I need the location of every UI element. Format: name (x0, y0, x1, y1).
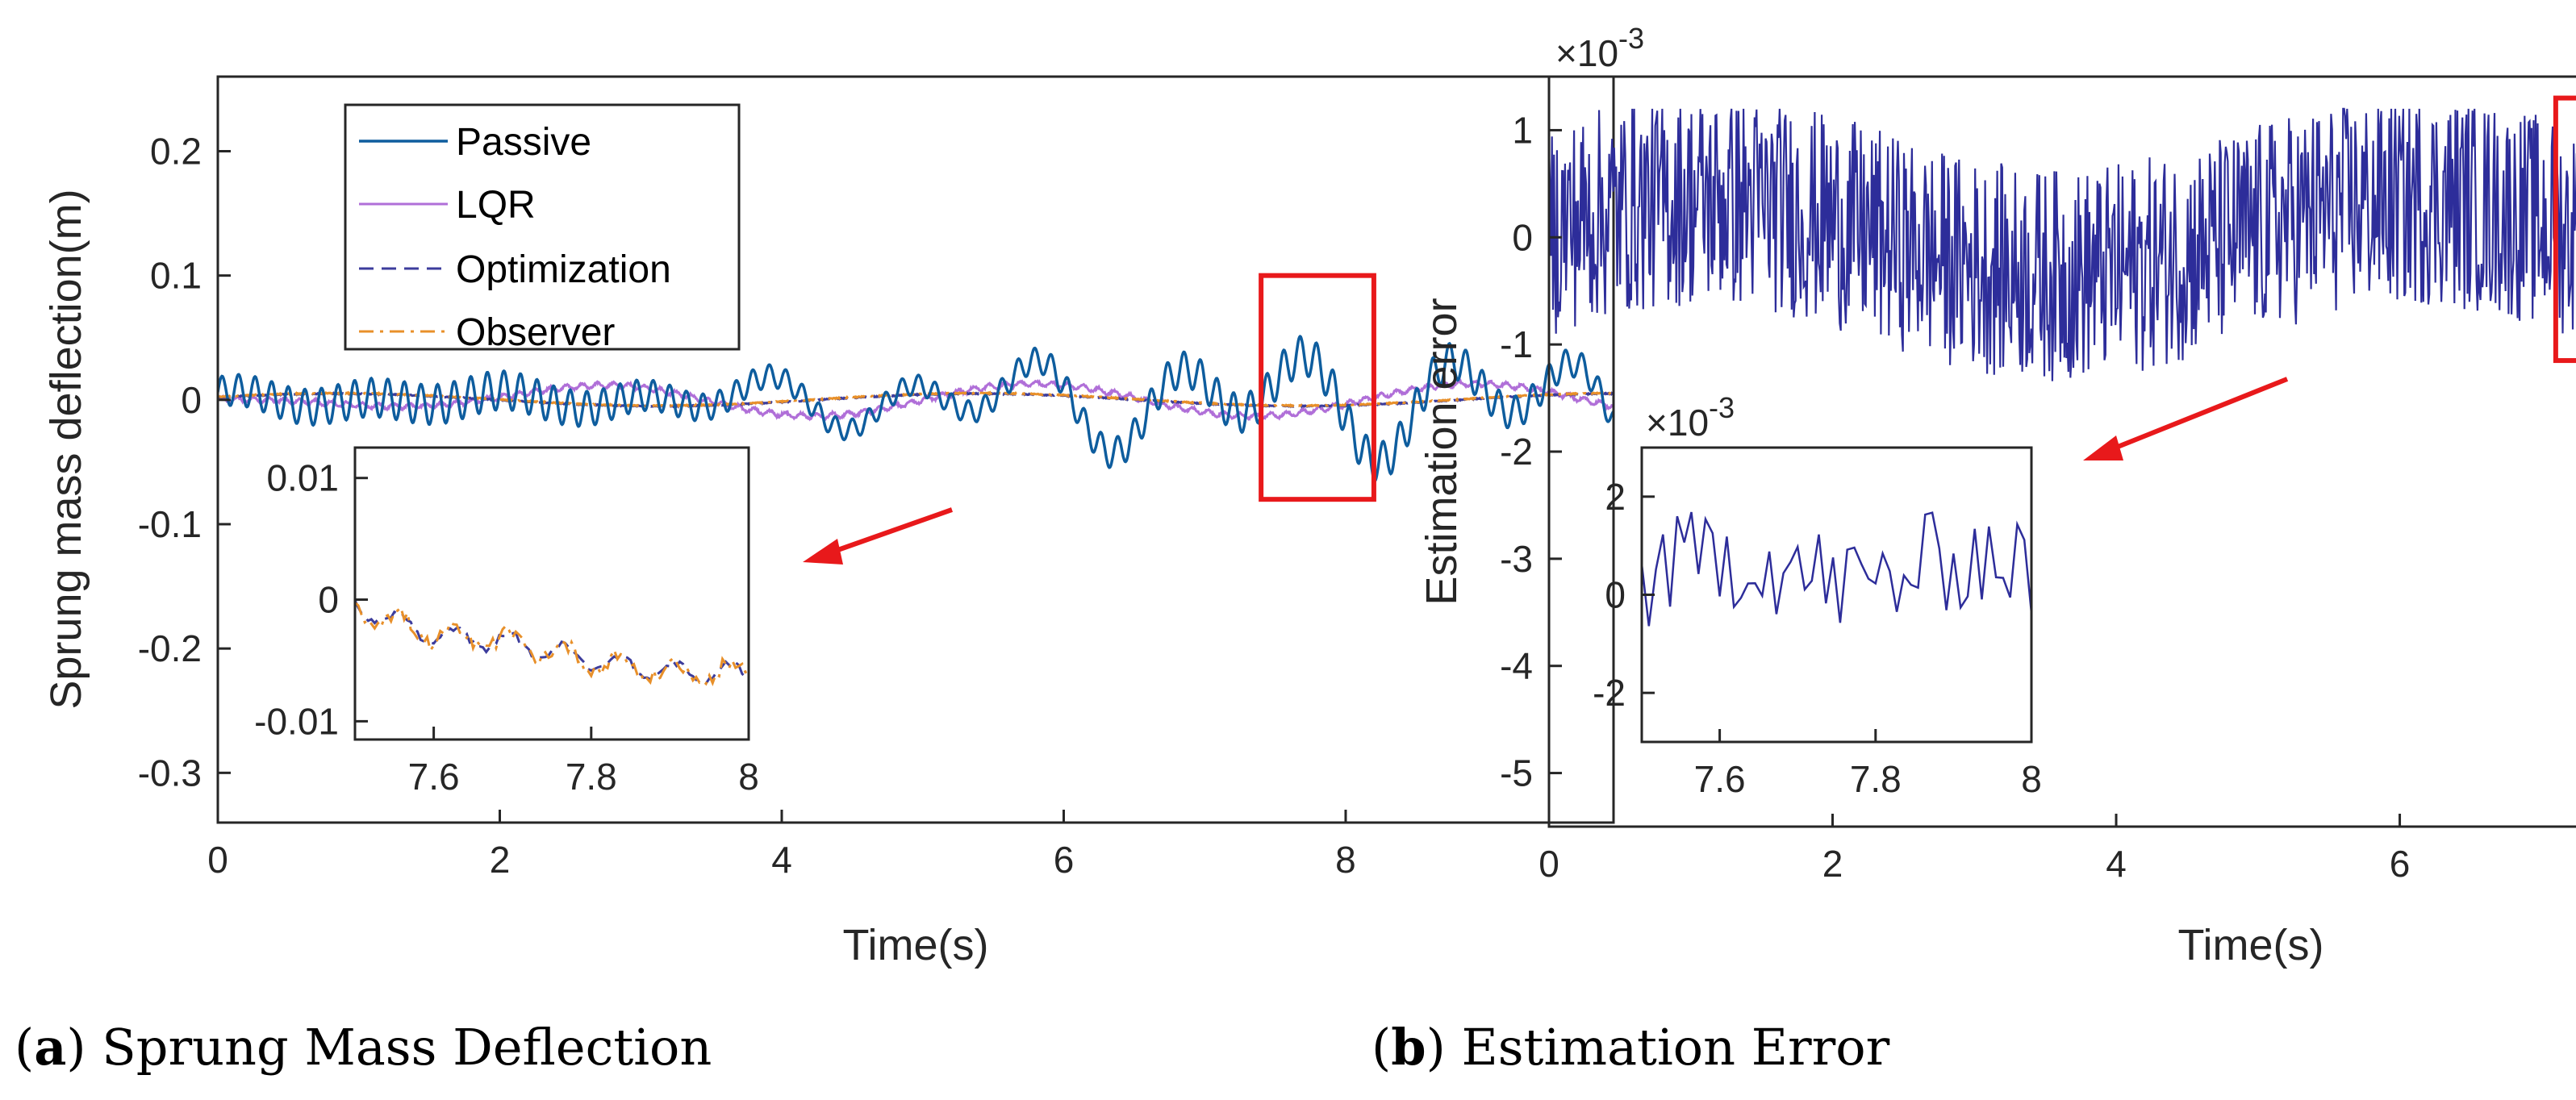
panel-b: 0246810-1-2-3-4-5 ×10-3 Estimation error… (1417, 22, 2576, 969)
panel-a-ytick-label: 0 (181, 379, 202, 421)
panel-b-xtick-label: 6 (2390, 843, 2411, 885)
panel-a-xtick-label: 6 (1054, 839, 1075, 881)
panel-a-ylabel: Sprung mass deflection(m) (42, 189, 90, 709)
panel-b-xtick-label: 0 (1539, 843, 1559, 885)
panel-b-inset-xtick-label: 7.6 (1694, 758, 1746, 800)
legend-label-passive: Passive (456, 121, 591, 164)
panel-b-inset-ytick-label: -2 (1593, 672, 1626, 714)
panel-a-inset-xtick-label: 7.6 (408, 756, 460, 798)
panel-a-inset-ytick-label: -0.01 (254, 700, 339, 742)
panel-a-inset-xtick-label: 8 (738, 756, 759, 798)
caption-a-text: Sprung Mass Deflection (102, 1018, 712, 1077)
caption-a-label: a (34, 1018, 66, 1077)
caption-a: (a) Sprung Mass Deflection (15, 1018, 712, 1077)
panel-a-ytick-label: 0.2 (150, 131, 202, 173)
panel-b-xlabel: Time(s) (2178, 921, 2324, 969)
panel-a-ytick-label: -0.3 (138, 752, 202, 794)
panel-b-ylabel: Estimation error (1417, 298, 1466, 605)
panel-a-ytick-label: -0.1 (138, 503, 202, 545)
panel-a-inset: 7.6 7.8 8 0.01 0 -0.01 (254, 448, 759, 798)
panel-a-ytick-label: 0.1 (150, 255, 202, 297)
panel-b-inset-xtick-label: 8 (2021, 758, 2042, 800)
panel-b-inset-xtick-label: 7.8 (1850, 758, 1902, 800)
panel-b-inset-ytick-label: 0 (1605, 574, 1626, 616)
panel-b-inset-exponent: ×10-3 (1646, 391, 1735, 444)
panel-a-xtick-label: 0 (207, 839, 228, 881)
panel-b-xtick-label: 2 (1822, 843, 1843, 885)
panel-b-ytick-label: -4 (1500, 645, 1533, 687)
panel-b-ytick-label: 0 (1512, 216, 1533, 258)
legend-label-optimization: Optimization (456, 248, 671, 291)
panel-a-xtick-label: 2 (490, 839, 511, 881)
panel-b-inset: 7.6 7.8 8 2 0 -2 ×10-3 (1593, 391, 2042, 800)
legend: Passive LQR Optimization Observer (345, 105, 739, 354)
panel-b-ytick-label: -2 (1500, 431, 1533, 473)
panel-b-series (1549, 109, 2576, 381)
panel-a-xtick-label: 8 (1335, 839, 1356, 881)
panel-b-ytick-label: -1 (1500, 323, 1533, 365)
panel-a-xlabel: Time(s) (843, 921, 989, 969)
legend-label-observer: Observer (456, 311, 615, 354)
figure-canvas: 0 2 4 6 8 0.2 0.1 0 -0.1 -0.2 -0.3 Sprung mass def… (0, 0, 2576, 1100)
panel-b-ytick-label: 1 (1512, 109, 1533, 151)
panel-a-ytick-label: -0.2 (138, 627, 202, 669)
panel-a-inset-ytick-label: 0.01 (266, 457, 339, 499)
panel-a-arrow (803, 510, 952, 565)
panel-a-xtick-label: 4 (771, 839, 792, 881)
panel-b-ytick-label: -5 (1500, 752, 1533, 794)
panel-b-xtick-label: 4 (2106, 843, 2127, 885)
panel-a-inset-background (355, 448, 749, 740)
panel-b-inset-ytick-label: 2 (1605, 476, 1626, 518)
caption-b-label: b (1391, 1018, 1426, 1077)
panel-b-arrow (2083, 379, 2287, 460)
caption-b-text: Estimation Error (1461, 1018, 1889, 1077)
panel-a-inset-xtick-label: 7.8 (566, 756, 617, 798)
panel-a-inset-ytick-label: 0 (318, 579, 339, 621)
panel-b-exponent: ×10-3 (1555, 22, 1644, 74)
series-estimation-error-line (1549, 109, 2576, 381)
panel-b-ytick-label: -3 (1500, 538, 1533, 580)
legend-label-lqr: LQR (456, 184, 536, 227)
panel-a: 0 2 4 6 8 0.2 0.1 0 -0.1 -0.2 -0.3 Sprung mass def… (42, 77, 1614, 969)
caption-b: (b) Estimation Error (1372, 1018, 1889, 1077)
